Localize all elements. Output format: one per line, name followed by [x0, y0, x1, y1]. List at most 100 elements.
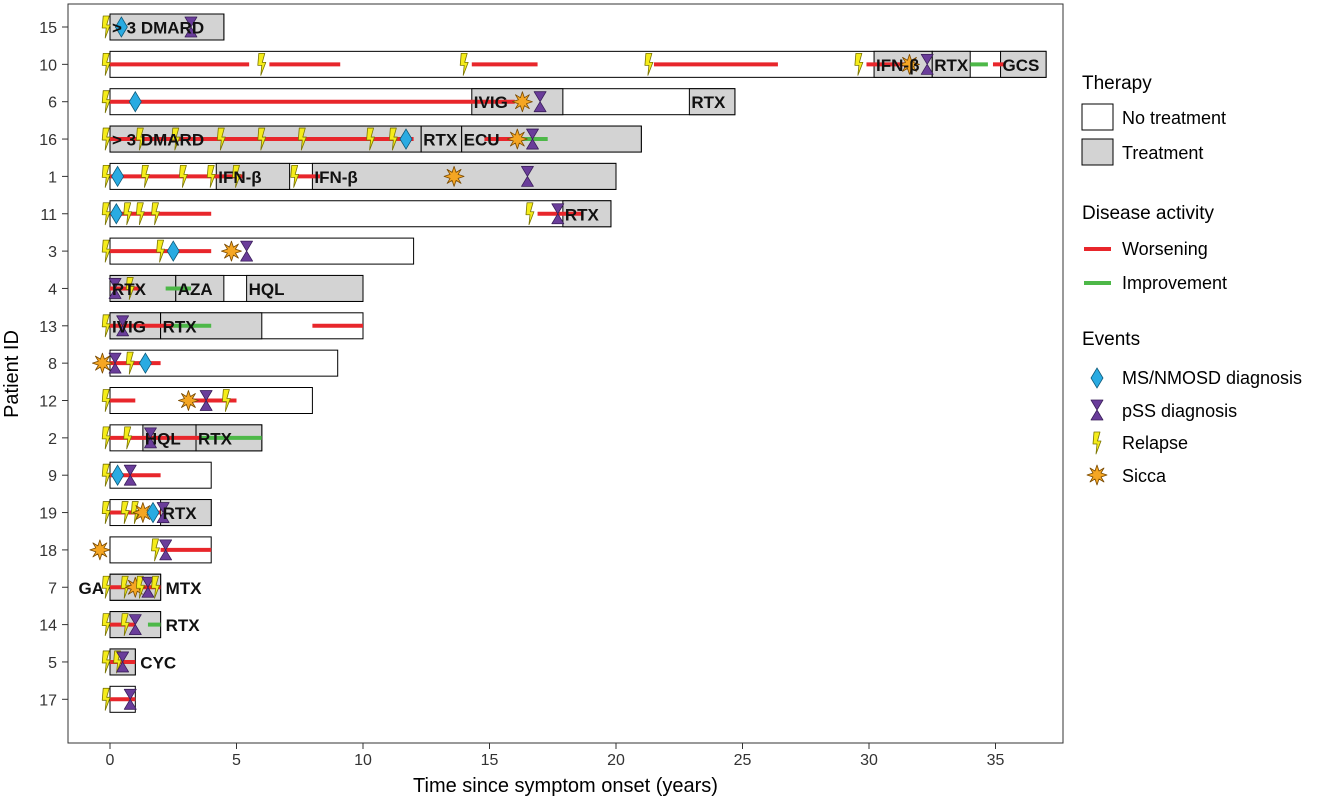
patient-row-9 — [101, 461, 212, 489]
treatment-bar — [931, 50, 971, 78]
treatment-label: IFN-β — [876, 56, 919, 75]
patient-row-19: RTX — [101, 499, 212, 527]
patient-row-8 — [92, 349, 339, 377]
x-tick-label-5: 5 — [232, 752, 241, 769]
sicca-event-icon — [221, 240, 242, 262]
treatment-label: ECU — [464, 131, 500, 150]
patient-row-18 — [89, 536, 212, 564]
treatment-label: RTX — [934, 56, 969, 75]
treatment-bar — [246, 274, 364, 302]
y-tick-label-18: 18 — [39, 543, 57, 560]
legend-treatment-label: Treatment — [1122, 143, 1203, 163]
legend: Therapy No treatment Treatment Disease a… — [1081, 73, 1302, 486]
follow-up-bar — [109, 349, 339, 377]
treatment-label: RTX — [198, 429, 233, 448]
treatment-label: GA — [79, 579, 105, 598]
y-tick-label-7: 7 — [48, 580, 57, 597]
y-tick-label-6: 6 — [48, 95, 57, 112]
patient-row-14: RTX — [101, 611, 201, 639]
treatment-label: IVIG — [112, 317, 146, 336]
x-axis: 0 5 10 15 20 25 30 35 — [106, 743, 1005, 769]
treatment-label: HQL — [145, 429, 181, 448]
patient-row-10: IFN-β RTX GCS — [101, 50, 1047, 78]
patient-row-5: CYC — [101, 648, 176, 676]
patient-row-15: > 3 DMARD — [101, 13, 225, 41]
legend-no-treatment-label: No treatment — [1122, 108, 1226, 128]
y-tick-label-10: 10 — [39, 57, 57, 74]
y-tick-label-4: 4 — [48, 281, 57, 298]
patient-row-17 — [101, 685, 137, 713]
legend-worsening-label: Worsening — [1122, 239, 1208, 259]
sicca-event-icon — [89, 539, 111, 561]
treatment-label: RTX — [163, 317, 198, 336]
legend-sicca-label: Sicca — [1122, 466, 1167, 486]
treatment-label: RTX — [163, 504, 198, 523]
treatment-label: AZA — [178, 280, 213, 299]
legend-sicca-icon — [1086, 464, 1108, 486]
treatment-label: RTX — [166, 616, 201, 635]
y-tick-label-2: 2 — [48, 431, 57, 448]
treatment-label: RTX — [112, 280, 147, 299]
y-tick-label-16: 16 — [39, 132, 57, 149]
legend-activity-title: Disease activity — [1082, 203, 1214, 224]
legend-events-title: Events — [1082, 329, 1140, 350]
treatment-label: IVIG — [474, 93, 508, 112]
y-axis-label: Patient ID — [1, 330, 23, 418]
treatment-label: HQL — [249, 280, 285, 299]
treatment-label: GCS — [1003, 56, 1040, 75]
legend-treatment-swatch — [1081, 138, 1114, 166]
x-tick-label-30: 30 — [860, 752, 878, 769]
treatment-bar — [688, 88, 736, 116]
y-tick-label-14: 14 — [39, 618, 57, 635]
sicca-event-icon — [178, 390, 199, 411]
treatment-bar — [1000, 50, 1047, 78]
sicca-event-icon — [506, 128, 528, 150]
patient-row-1: IFN-β IFN-β — [101, 162, 617, 190]
x-tick-label-10: 10 — [354, 752, 372, 769]
patient-row-12 — [101, 387, 313, 414]
legend-relapse-label: Relapse — [1122, 433, 1188, 453]
patient-row-6: IVIG RTX — [101, 88, 736, 116]
y-tick-label-11: 11 — [40, 207, 57, 224]
treatment-label: RTX — [423, 131, 458, 150]
legend-therapy-title: Therapy — [1082, 73, 1152, 94]
treatment-label: CYC — [140, 653, 176, 672]
treatment-label: > 3 DMARD — [112, 131, 204, 150]
sicca-event-icon — [92, 352, 113, 374]
treatment-label: > 3 DMARD — [112, 19, 204, 38]
patient-rows: > 3 DMARD IFN-β RTX GCS IVIG RTX > 3 DMARD RTX E… — [79, 13, 1047, 713]
legend-ms-diagnosis-icon — [1090, 367, 1104, 389]
y-tick-label-13: 13 — [39, 319, 57, 336]
treatment-label: RTX — [565, 205, 600, 224]
x-tick-label-25: 25 — [734, 752, 752, 769]
y-tick-label-3: 3 — [48, 244, 57, 261]
legend-pss-diagnosis-icon — [1090, 399, 1104, 421]
legend-improvement-label: Improvement — [1122, 273, 1227, 293]
patient-row-16: > 3 DMARD RTX ECU — [101, 125, 642, 153]
y-tick-label-8: 8 — [48, 356, 57, 373]
y-tick-label-15: 15 — [39, 20, 57, 37]
x-tick-label-15: 15 — [481, 752, 499, 769]
treatment-label: MTX — [166, 579, 203, 598]
legend-no-treatment-swatch — [1081, 103, 1114, 131]
patient-row-3 — [101, 237, 415, 265]
legend-pss-diagnosis-label: pSS diagnosis — [1122, 401, 1237, 421]
treatment-label: IFN-β — [218, 168, 261, 187]
sicca-event-icon — [443, 165, 465, 187]
x-axis-label: Time since symptom onset (years) — [413, 775, 718, 797]
legend-ms-diagnosis-label: MS/NMOSD diagnosis — [1122, 368, 1302, 388]
x-tick-label-35: 35 — [987, 752, 1005, 769]
y-tick-label-5: 5 — [48, 655, 57, 672]
patient-row-13: IVIG RTX — [101, 312, 364, 340]
treatment-bar — [160, 499, 212, 527]
treatment-label: IFN-β — [314, 168, 357, 187]
legend-relapse-icon — [1092, 431, 1102, 455]
patient-row-4: RTX AZA HQL — [108, 274, 364, 302]
y-tick-label-1: 1 — [48, 169, 57, 186]
x-tick-label-0: 0 — [106, 752, 115, 769]
patient-row-11: RTX — [101, 200, 612, 228]
patient-row-2: HQL RTX — [101, 424, 263, 452]
